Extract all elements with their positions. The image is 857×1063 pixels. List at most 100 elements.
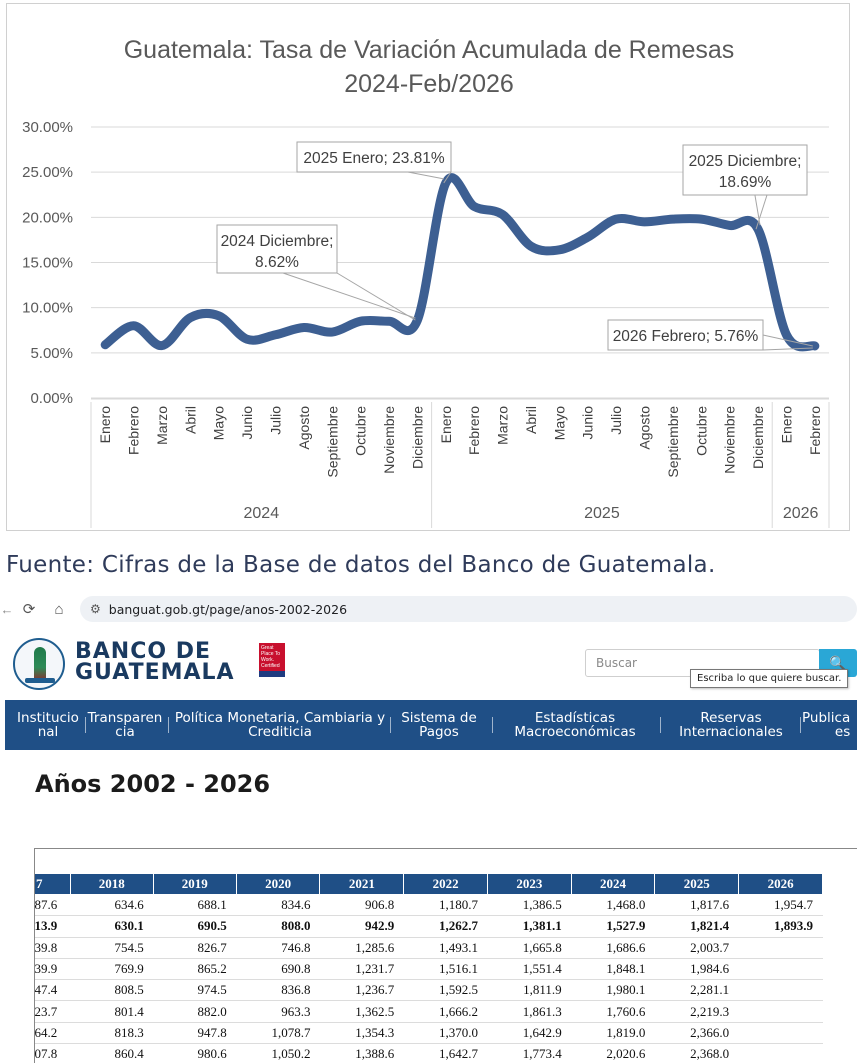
nav-label-line: Sistema de bbox=[401, 710, 477, 726]
callout-leader bbox=[407, 171, 444, 180]
x-tick-label: Abril bbox=[523, 406, 539, 434]
callout-leader bbox=[762, 347, 813, 351]
x-tick-label: Noviembre bbox=[381, 406, 397, 474]
table-cell: 906.8 bbox=[320, 895, 405, 917]
table-cell: 1,819.0 bbox=[571, 1023, 656, 1045]
x-tick-label: Febrero bbox=[466, 406, 482, 455]
nav-item-politica-monetaria[interactable]: Política Monetaria, Cambiaria y Creditici… bbox=[171, 700, 389, 750]
callout-leader bbox=[443, 171, 452, 184]
year-group-label: 2025 bbox=[584, 505, 620, 522]
table-cell: 630.1 bbox=[70, 916, 154, 938]
nav-label-line: nal bbox=[37, 724, 59, 740]
nav-label-line: Internacionales bbox=[679, 724, 783, 740]
table-row: 513.9630.1690.5808.0942.91,262.71,381.11… bbox=[35, 916, 823, 938]
table-cell bbox=[739, 980, 823, 1002]
nav-label-line: es bbox=[834, 724, 851, 740]
table-row: 539.9769.9865.2690.81,231.71,516.11,551.… bbox=[35, 959, 823, 981]
table-cell: 1,666.2 bbox=[404, 1001, 488, 1023]
year-group-label: 2026 bbox=[783, 505, 819, 522]
nav-item-transparencia[interactable]: Transparen cia bbox=[87, 700, 163, 750]
nav-item-reservas[interactable]: Reservas Internacionales bbox=[665, 700, 797, 750]
table-cell: 1,642.7 bbox=[404, 1044, 488, 1063]
column-header: 2026 bbox=[739, 874, 823, 895]
table-cell: 1,760.6 bbox=[571, 1001, 656, 1023]
chart-title-line: 2024-Feb/2026 bbox=[344, 70, 514, 98]
table-header-row: 7 2018 2019 2020 2021 2022 2023 2024 2025 2026 bbox=[35, 874, 823, 895]
table-cell: 587.6 bbox=[35, 895, 71, 917]
back-arrow-icon[interactable]: ← bbox=[0, 601, 14, 617]
year-group-label: 2024 bbox=[244, 505, 280, 522]
nav-divider bbox=[390, 717, 391, 733]
table-cell: 860.4 bbox=[71, 1044, 154, 1063]
x-tick-label: Septiembre bbox=[665, 406, 681, 478]
table-cell: 1,381.1 bbox=[487, 916, 572, 938]
line-chart: Guatemala: Tasa de Variación Acumulada d… bbox=[22, 36, 830, 528]
x-tick-label: Febrero bbox=[126, 406, 142, 455]
table-cell: 1,984.6 bbox=[655, 959, 740, 981]
column-header: 2021 bbox=[320, 874, 405, 895]
table-cell: 1,642.9 bbox=[487, 1023, 572, 1045]
table-cell: 1,493.1 bbox=[404, 938, 488, 959]
table-cell: 1,386.5 bbox=[487, 895, 572, 917]
nav-item-estadisticas[interactable]: Estadísticas Macroeconómicas bbox=[495, 700, 655, 750]
callout-box bbox=[607, 319, 764, 351]
table-cell: 1,362.5 bbox=[320, 1001, 405, 1023]
x-tick-label: Agosto bbox=[296, 406, 312, 450]
table-cell: 882.0 bbox=[153, 1001, 237, 1023]
nav-label-line: cia bbox=[115, 724, 135, 740]
nav-label-line: Macroeconómicas bbox=[514, 724, 636, 740]
nav-item-sistema-de-pagos[interactable]: Sistema de Pagos bbox=[393, 700, 485, 750]
bank-logo-text[interactable]: BANCO DE GUATEMALA bbox=[75, 641, 235, 685]
column-header: 7 bbox=[35, 874, 71, 895]
site-info-icon[interactable]: ⚙ bbox=[90, 602, 101, 616]
reload-icon[interactable]: ⟳ bbox=[22, 601, 36, 618]
x-tick-label: Julio bbox=[268, 406, 284, 435]
address-bar[interactable]: ⚙ banguat.gob.gt/page/anos-2002-2026 bbox=[80, 596, 857, 622]
callout-leader bbox=[755, 194, 768, 230]
table-cell: 865.2 bbox=[153, 959, 237, 981]
home-icon[interactable]: ⌂ bbox=[54, 600, 64, 618]
table-row: 747.4808.5974.5836.81,236.71,592.51,811.… bbox=[35, 980, 823, 1002]
table-cell: 818.3 bbox=[70, 1023, 154, 1045]
table-cell: 746.8 bbox=[236, 938, 321, 959]
table-cell: 769.9 bbox=[70, 959, 154, 981]
callout-label: 2025 Diciembre; bbox=[689, 153, 802, 170]
table-cell: 690.5 bbox=[153, 916, 237, 938]
callout-box bbox=[216, 224, 338, 274]
callout-label: 2024 Diciembre; bbox=[221, 233, 334, 250]
nav-item-institucional[interactable]: Institucio nal bbox=[13, 700, 83, 750]
table-body: 587.6634.6688.1834.6906.81,180.71,386.51… bbox=[35, 895, 823, 1063]
table-cell: 1,468.0 bbox=[571, 895, 656, 917]
table-cell: 808.5 bbox=[70, 980, 154, 1002]
x-tick-label: Diciembre bbox=[750, 406, 766, 469]
x-tick-label: Abril bbox=[182, 406, 198, 434]
nav-label-line: Política Monetaria, Cambiaria y bbox=[174, 710, 386, 726]
table-cell: 947.8 bbox=[153, 1023, 237, 1045]
x-tick-label: Noviembre bbox=[722, 406, 738, 474]
x-tick-label: Octubre bbox=[353, 406, 369, 456]
nav-item-publicaciones[interactable]: Publica es bbox=[802, 700, 857, 750]
nav-label-line: Institucio bbox=[17, 710, 79, 726]
logo-line-2: GUATEMALA bbox=[75, 660, 235, 685]
quetzal-bird-shape bbox=[34, 647, 46, 681]
table-cell: 1,821.4 bbox=[655, 916, 740, 938]
table-cell: 1,980.1 bbox=[571, 980, 656, 1002]
callout-box bbox=[296, 141, 452, 173]
column-header: 2020 bbox=[236, 874, 321, 895]
table-row: 587.6634.6688.1834.6906.81,180.71,386.51… bbox=[35, 895, 823, 917]
table-cell: 2,366.0 bbox=[655, 1023, 740, 1045]
url-text: banguat.gob.gt/page/anos-2002-2026 bbox=[108, 601, 348, 617]
callout-leader bbox=[282, 272, 416, 319]
chart-title-line: Guatemala: Tasa de Variación Acumulada d… bbox=[124, 36, 735, 64]
callout-leader bbox=[754, 194, 761, 226]
nav-divider bbox=[800, 717, 801, 733]
table-cell: 1,848.1 bbox=[571, 959, 656, 981]
quetzal-logo-icon[interactable] bbox=[13, 638, 65, 690]
x-tick-label: Septiembre bbox=[324, 406, 340, 478]
table-cell: 1,388.6 bbox=[320, 1044, 404, 1063]
table-cell: 707.8 bbox=[35, 1044, 71, 1063]
table-cell: 1,262.7 bbox=[404, 916, 488, 938]
table-cell: 1,370.0 bbox=[404, 1023, 488, 1045]
